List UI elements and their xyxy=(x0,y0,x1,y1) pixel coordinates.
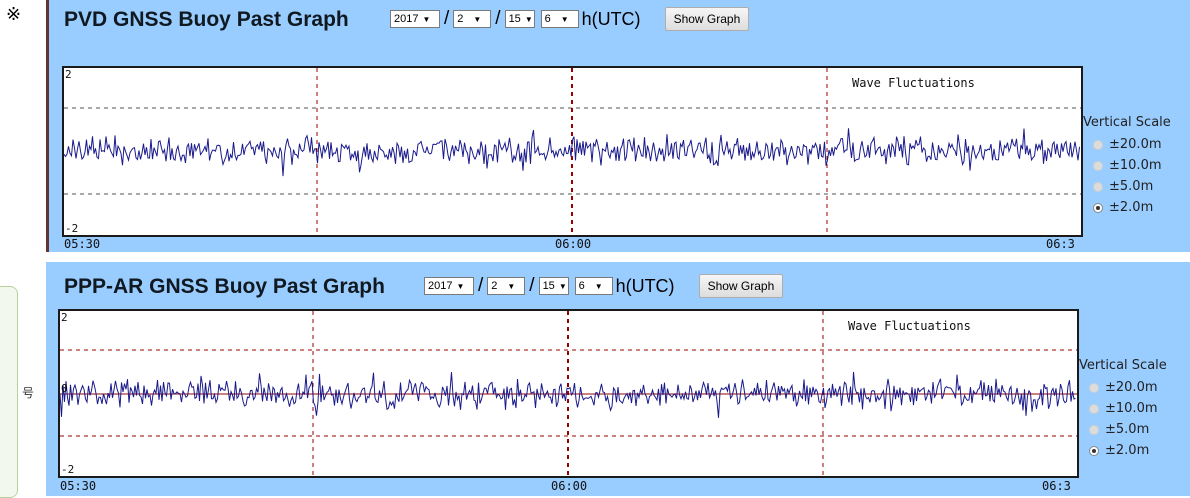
radio-icon xyxy=(1089,424,1099,435)
x-end-label: 06:3 xyxy=(1042,479,1071,493)
x-mid-label: 06:00 xyxy=(551,479,587,493)
radio-icon xyxy=(1093,139,1103,150)
scale-option-10[interactable]: ±10.0m xyxy=(1083,155,1171,176)
legend-label: Wave Fluctuations xyxy=(852,76,975,90)
ppp-ar-graph-panel: PPP-AR GNSS Buoy Past Graph 2017 ▼ / 2 ▼ /… xyxy=(46,262,1190,496)
side-panel-fragment: 号 xyxy=(0,286,40,498)
show-graph-button[interactable]: Show Graph xyxy=(698,274,784,298)
scale-option-20[interactable]: ±20.0m xyxy=(1079,377,1167,398)
day-select[interactable]: 15 ▼ xyxy=(504,10,535,28)
scale-option-2[interactable]: ±2.0m xyxy=(1079,440,1167,461)
scale-option-5[interactable]: ±5.0m xyxy=(1083,176,1171,197)
y-max-label: 2 xyxy=(61,311,68,324)
side-glyph: 号 xyxy=(22,386,35,400)
vertical-scale: Vertical Scale ±20.0m ±10.0m ±5.0m ±2.0m xyxy=(1079,358,1167,461)
wave-graph: Wave Fluctuations 2 -2 05:30 06:00 06:3 xyxy=(62,66,1083,251)
scale-title: Vertical Scale xyxy=(1079,358,1167,373)
x-end-label: 06:3 xyxy=(1046,237,1075,251)
date-controls: 2017 ▼ / 2 ▼ / 15 ▼ 6 ▼ h(UTC) Show Graph xyxy=(390,7,750,31)
radio-icon xyxy=(1093,160,1103,171)
wave-graph: Wave Fluctuations 2 0 -2 05:30 06:00 06:… xyxy=(58,309,1079,493)
y-min-label: -2 xyxy=(61,463,74,476)
pvd-graph-panel: PVD GNSS Buoy Past Graph 2017 ▼ / 2 ▼ / 15… xyxy=(46,0,1190,252)
month-select[interactable]: 2 ▼ xyxy=(453,10,492,28)
unit-label: h(UTC) xyxy=(615,275,675,296)
radio-icon xyxy=(1093,181,1103,192)
scale-option-2[interactable]: ±2.0m xyxy=(1083,197,1171,218)
radio-icon xyxy=(1089,382,1099,393)
x-start-label: 05:30 xyxy=(60,479,96,493)
day-select[interactable]: 15 ▼ xyxy=(538,277,569,295)
x-start-label: 05:30 xyxy=(64,237,100,251)
show-graph-button[interactable]: Show Graph xyxy=(664,7,750,31)
hour-select[interactable]: 6 ▼ xyxy=(574,277,613,295)
month-select[interactable]: 2 ▼ xyxy=(487,277,526,295)
date-controls: 2017 ▼ / 2 ▼ / 15 ▼ 6 ▼ h(UTC) Show Graph xyxy=(424,274,784,298)
scale-option-20[interactable]: ±20.0m xyxy=(1083,134,1171,155)
vertical-scale: Vertical Scale ±20.0m ±10.0m ±5.0m ±2.0m xyxy=(1083,115,1171,218)
panel-title: PVD GNSS Buoy Past Graph xyxy=(64,8,349,31)
legend-label: Wave Fluctuations xyxy=(848,319,971,333)
unit-label: h(UTC) xyxy=(581,8,641,29)
year-select[interactable]: 2017 ▼ xyxy=(424,277,474,295)
hour-select[interactable]: 6 ▼ xyxy=(540,10,579,28)
wave-line xyxy=(63,128,1080,177)
year-select[interactable]: 2017 ▼ xyxy=(390,10,440,28)
note-mark: ※ xyxy=(6,4,22,25)
radio-icon xyxy=(1089,445,1099,456)
y-zero-label: 0 xyxy=(61,382,68,395)
panel-title: PPP-AR GNSS Buoy Past Graph xyxy=(64,275,385,298)
radio-icon xyxy=(1089,403,1099,414)
y-max-label: 2 xyxy=(65,68,72,81)
y-min-label: -2 xyxy=(65,222,78,235)
scale-option-10[interactable]: ±10.0m xyxy=(1079,398,1167,419)
radio-icon xyxy=(1093,202,1103,213)
wave-line xyxy=(59,371,1076,418)
scale-title: Vertical Scale xyxy=(1083,115,1171,130)
x-mid-label: 06:00 xyxy=(555,237,591,251)
scale-option-5[interactable]: ±5.0m xyxy=(1079,419,1167,440)
